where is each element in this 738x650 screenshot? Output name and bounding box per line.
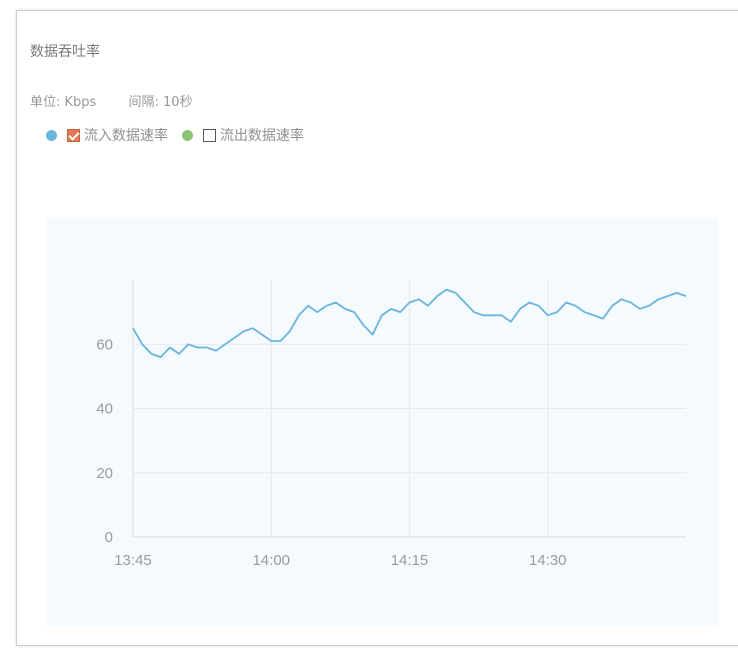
interval-label: 间隔: 10秒 [128,95,193,110]
chart-meta: 单位: Kbps 间隔: 10秒 [30,91,193,110]
x-tick-label: 14:15 [391,552,429,569]
legend-dot-outbound [182,129,193,141]
series-line-inbound [132,288,687,359]
plot-area-background [46,217,719,627]
chart-title: 数据吞吐率 [30,44,100,60]
y-tick-label: 40 [96,401,113,418]
legend-dot-inbound [46,129,57,141]
inbound-checkbox[interactable] [67,128,80,142]
x-tick-label: 13:45 [114,552,152,569]
outbound-checkbox[interactable] [203,128,216,142]
y-tick-label: 60 [96,336,113,353]
legend-label-outbound[interactable]: 流出数据速率 [220,128,304,144]
y-tick-label: 20 [96,465,113,482]
y-tick-label: 0 [105,529,113,546]
unit-label: 单位: Kbps [30,95,97,110]
legend: 流入数据速率 流出数据速率 [46,125,304,145]
legend-label-inbound[interactable]: 流入数据速率 [84,128,168,144]
x-tick-label: 14:00 [252,552,290,569]
x-tick-label: 14:30 [529,552,567,569]
